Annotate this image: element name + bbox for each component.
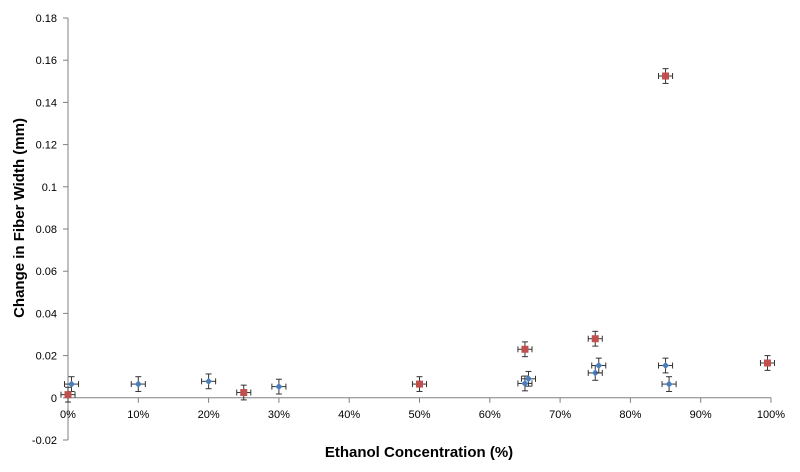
data-points	[60, 68, 776, 403]
data-point	[201, 373, 217, 390]
y-tick-label: 0.1	[42, 182, 57, 194]
x-tick-label: 30%	[268, 409, 290, 421]
y-tick-label: 0.12	[36, 140, 57, 152]
y-tick-label: 0.08	[36, 224, 57, 236]
data-point	[517, 341, 533, 358]
x-tick-label: 40%	[338, 409, 360, 421]
y-tick-label: 0	[51, 393, 57, 405]
y-tick-label: 0.02	[36, 351, 57, 363]
x-tick-label: 50%	[408, 409, 430, 421]
x-tick-label: 80%	[619, 409, 641, 421]
data-point	[517, 375, 533, 392]
x-tick-label: 10%	[127, 409, 149, 421]
data-point	[271, 378, 287, 395]
x-tick-label: 60%	[479, 409, 501, 421]
x-tick-label: 100%	[757, 409, 785, 421]
data-point	[759, 355, 776, 371]
data-point	[520, 370, 536, 387]
y-axis-ticks: -0.02 0 0.02 0.04 0.06 0.08 0.1 0.12 0.14 0.16 0.1…	[32, 13, 68, 447]
data-point	[411, 376, 428, 392]
data-point	[63, 376, 80, 392]
data-point	[658, 357, 674, 374]
data-point	[661, 376, 677, 392]
data-point	[236, 384, 252, 401]
y-axis-title: Change in Fiber Width (mm)	[11, 118, 28, 318]
data-point	[587, 330, 603, 347]
y-tick-label: 0.16	[36, 55, 57, 67]
y-tick-label: -0.02	[32, 435, 57, 447]
data-point	[130, 376, 146, 392]
x-tick-label: 70%	[549, 409, 571, 421]
y-tick-label: 0.06	[36, 266, 57, 278]
y-tick-label: 0.04	[36, 308, 57, 320]
y-tick-label: 0.14	[36, 97, 57, 109]
x-tick-label: 20%	[198, 409, 220, 421]
data-point	[591, 357, 607, 374]
data-point	[658, 68, 674, 84]
y-tick-label: 0.18	[36, 13, 57, 25]
x-axis-ticks: 0% 10% 20% 30% 40% 50% 60% 70% 80% 90% 100%	[60, 397, 785, 421]
x-tick-label: 90%	[690, 409, 712, 421]
data-point	[60, 386, 76, 403]
x-tick-label: 0%	[60, 409, 76, 421]
x-axis-title: Ethanol Concentration (%)	[325, 444, 513, 461]
